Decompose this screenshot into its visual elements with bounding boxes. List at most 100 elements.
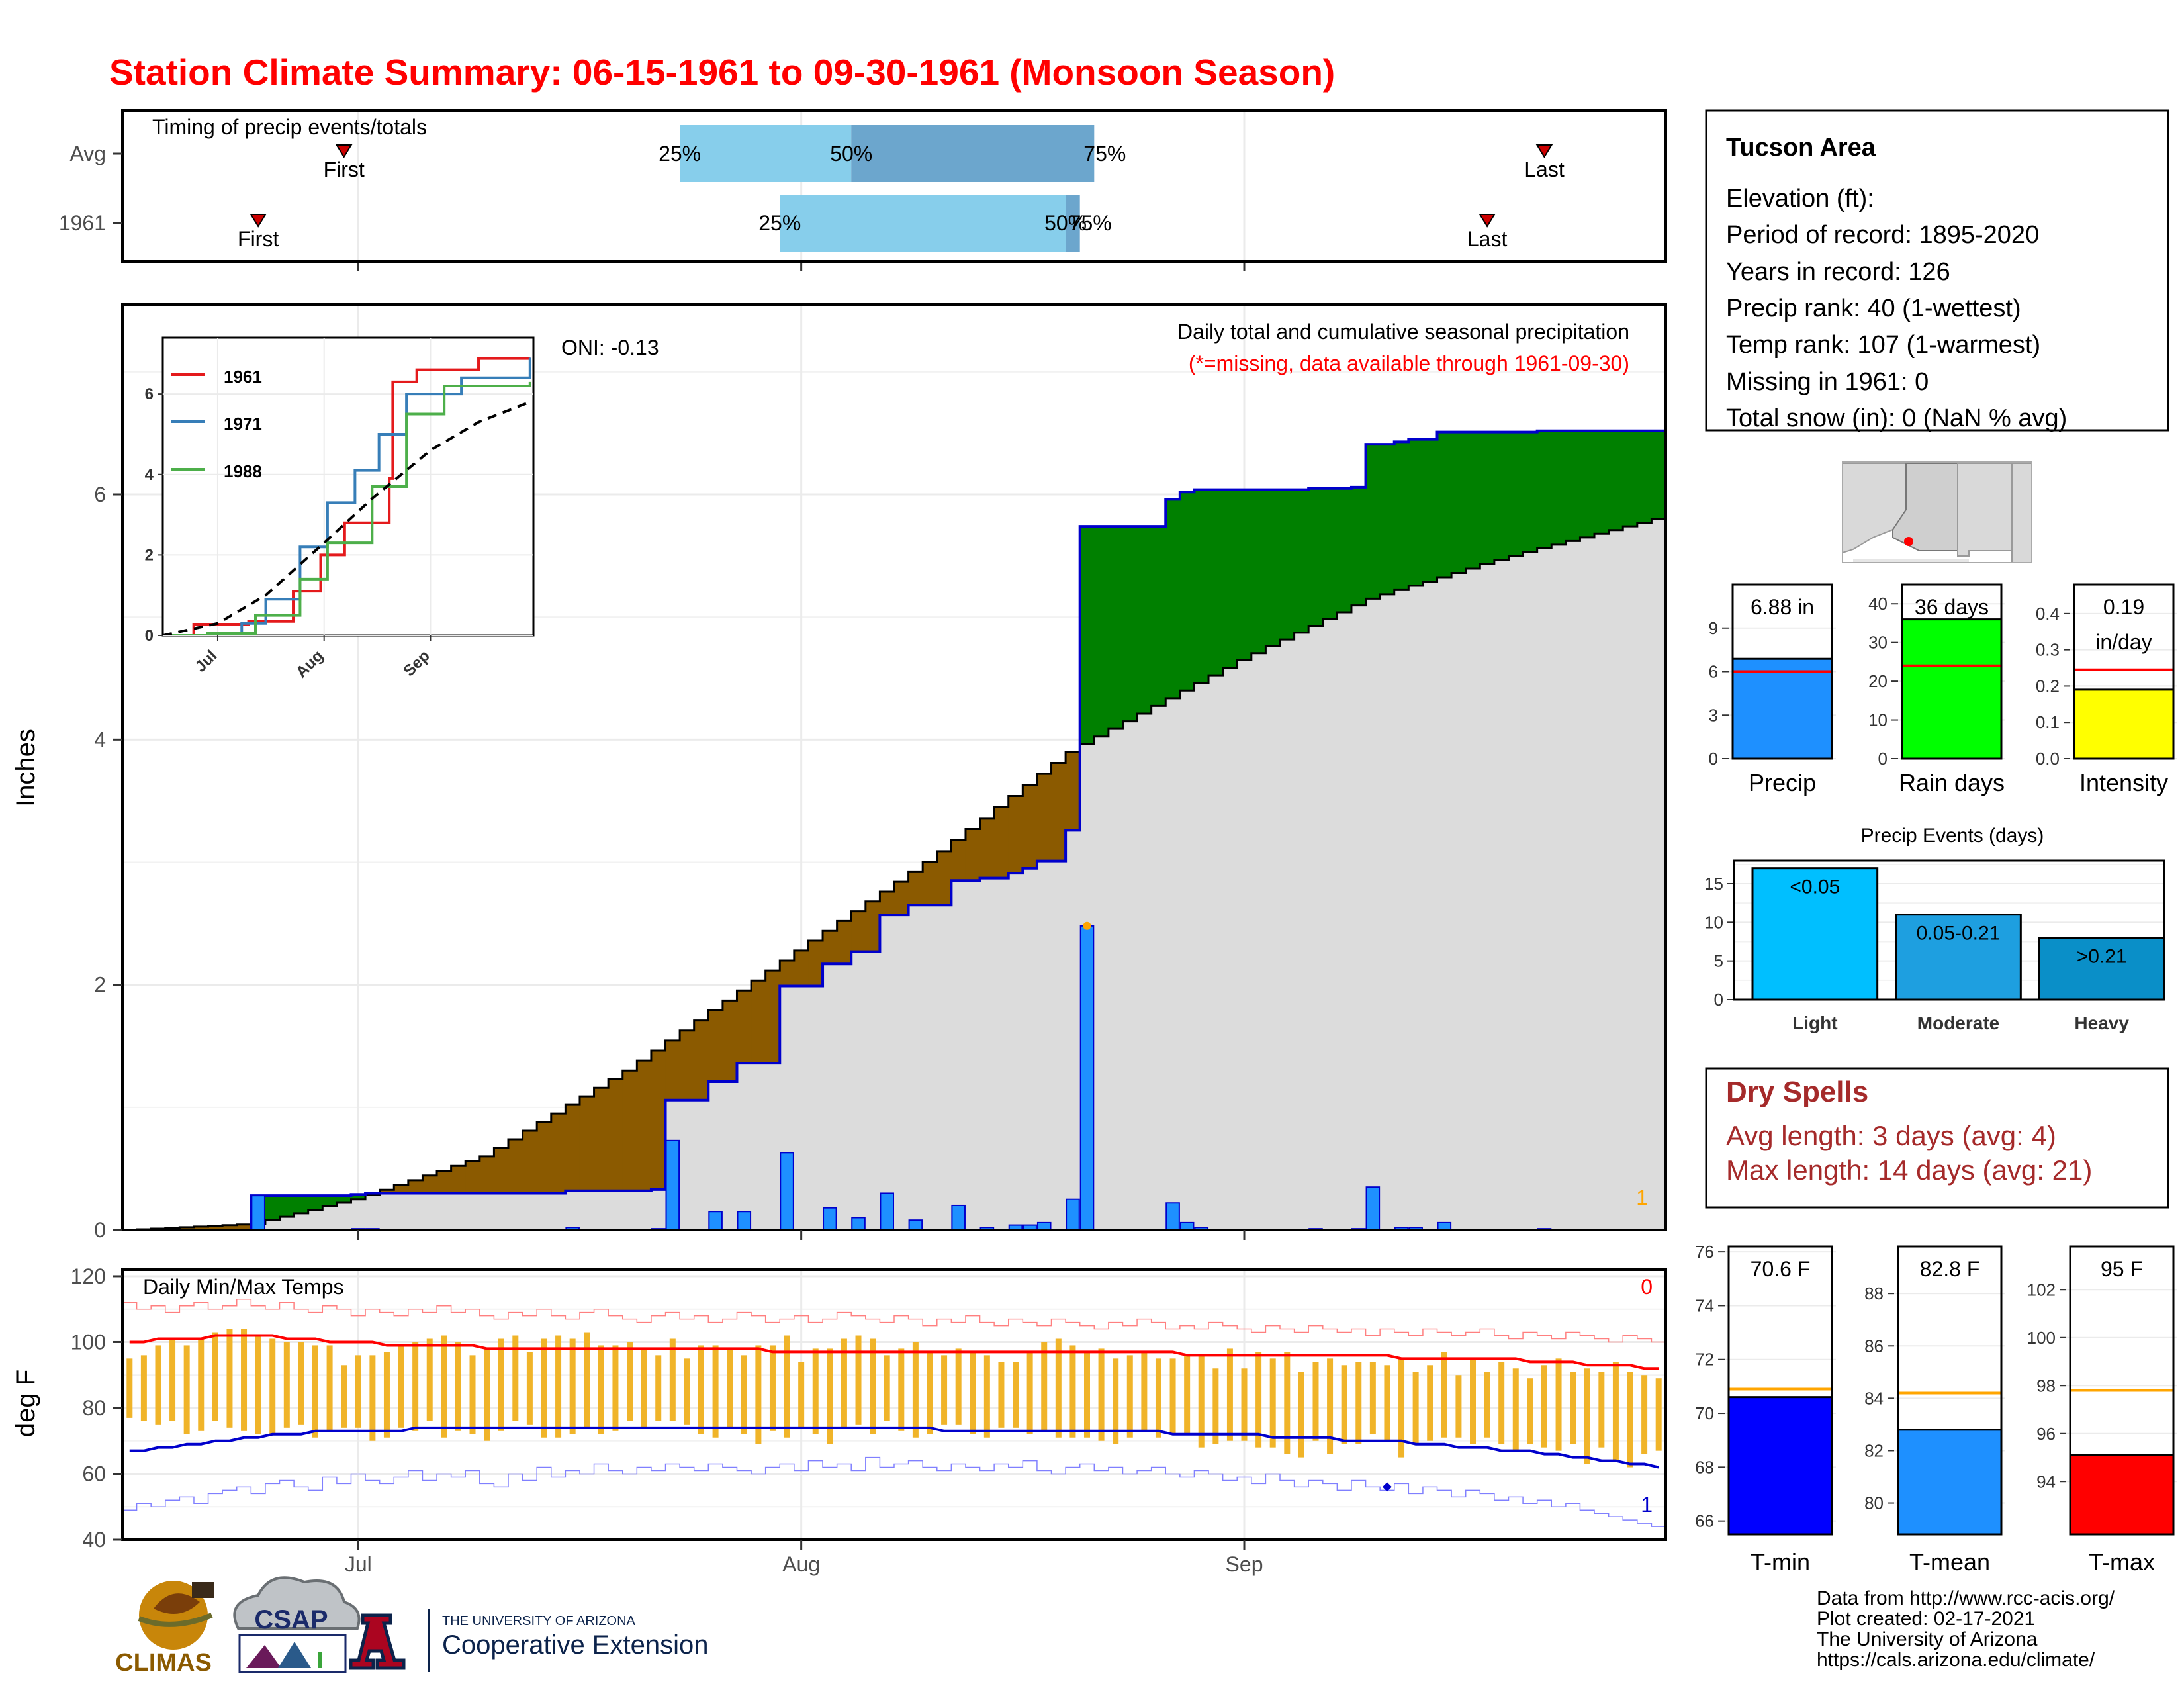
climatology-area [1308,626,1324,1230]
oni-value: ONI: -0.13 [561,336,659,359]
climatology-area [522,1193,537,1230]
climatology-area [1137,713,1152,1230]
climatology-area [737,1063,752,1230]
daily-precip-bar [1008,1224,1023,1230]
tbar-value-label: 95 F [2101,1257,2143,1281]
climatology-area [622,1190,637,1230]
daily-temp-range-bar [970,1352,976,1434]
deficit-area [1008,796,1023,874]
cloud-icon [233,1576,361,1630]
daily-temp-range-bar [169,1338,176,1421]
daily-temp-range-bar [898,1348,905,1431]
tbar-T-mean [1897,1429,2003,1536]
surplus-area [1194,489,1209,683]
daily-precip-bar [737,1211,752,1230]
dry-spells-avg: Avg length: 3 days (avg: 4) [1726,1120,2056,1151]
daily-temp-range-bar [1327,1358,1334,1454]
tbar-y-label: 80 [1864,1493,1884,1513]
surplus-area [1294,489,1309,633]
surplus-area [336,1196,352,1203]
climatology-area [894,915,909,1230]
daily-temp-range-bar [355,1355,361,1428]
timing-p50-label: 50% [1044,211,1087,235]
climatology-area [336,1202,352,1230]
tbar-y-label: 100 [2027,1328,2056,1348]
inset-plot [163,357,531,635]
tbar-name: T-mean [1909,1548,1990,1575]
daily-temp-range-bar [241,1329,248,1431]
csap-logo[interactable]: CSAP [233,1576,361,1673]
climatology-area [594,1190,609,1230]
daily-temp-range-bar [1484,1372,1490,1438]
climatology-area [1365,598,1381,1230]
climatology-area [1580,537,1595,1230]
climatology-area [1523,552,1538,1230]
tbar-y-label: 84 [1864,1388,1884,1408]
mini-bar-Precip [1731,657,1833,760]
map-mexico [1853,559,1969,563]
mini-y-label: 40 [1868,594,1888,614]
climatology-area [351,1199,366,1230]
daily-temp-range-bar [1184,1355,1191,1434]
daily-temp-range-bar [1026,1352,1033,1434]
surplus-area [1365,444,1381,599]
surplus-area [1108,526,1124,729]
mini-value-label: 6.88 in [1751,595,1814,619]
surplus-area [1651,430,1666,520]
climatology-area [579,1190,595,1230]
surplus-area [1337,488,1352,612]
daily-temp-range-bar [1512,1368,1519,1451]
climatology-area [965,880,981,1230]
deficit-area [394,1185,409,1194]
surplus-area [1151,526,1166,706]
tbar-y-label: 76 [1695,1242,1714,1262]
daily-temp-range-bar [1055,1338,1062,1438]
record-low-marker [1382,1482,1392,1492]
daily-temp-range-bar [126,1358,133,1418]
daily-temp-range-bar [812,1348,819,1434]
deficit-area [479,1156,495,1194]
csap-text: CSAP [254,1605,328,1634]
deficit-area [193,1226,209,1230]
daily-temp-range-bar [1541,1365,1547,1448]
surplus-area [1222,489,1238,668]
mini-bar-name: Precip [1749,769,1816,796]
tbar-T-min [1727,1396,1833,1536]
station-period: Period of record: 1895-2020 [1726,221,2039,249]
events-frame [1733,859,2165,1001]
climatology-area [1494,560,1510,1230]
timing-first-label: First [238,227,279,251]
y-tick-label: 4 [94,727,106,751]
daily-temp-range-bar [1255,1352,1262,1448]
deficit-area [894,882,909,915]
climatology-area [1594,534,1610,1230]
daily-temp-range-bar [1384,1365,1390,1441]
daily-temp-range-bar [755,1345,762,1444]
temp-x-label: Sep [1226,1552,1263,1576]
deficit-area [979,818,995,878]
surplus-area [1623,430,1638,527]
legend-label-1971: 1971 [224,414,262,434]
climatology-area [1179,690,1195,1230]
daily-temp-range-bar [140,1355,147,1421]
climatology-area [1265,646,1281,1230]
climatology-area [1108,729,1124,1230]
climas-logo[interactable]: CLIMAS [115,1581,214,1677]
chart-title: Station Climate Summary: 06-15-1961 to 0… [109,52,1335,93]
timing-row-year: 1961 [59,211,106,235]
station-info-box: Tucson Area Elevation (ft): Period of re… [1705,109,2169,432]
surplus-area [322,1196,338,1207]
climatology-area [637,1190,652,1230]
climatology-area [265,1220,281,1230]
daily-temp-range-bar [283,1342,290,1428]
timing-first-marker [335,144,353,158]
climatology-area [1422,581,1438,1230]
deficit-area [608,1079,623,1191]
daily-precip-bar [908,1219,923,1230]
precip-plot [122,429,1666,1230]
ua-logo[interactable]: THE UNIVERSITY OF ARIZONA Cooperative Ex… [349,1609,708,1672]
tbar-y-label: 94 [2036,1472,2056,1491]
precip-missing-note: (*=missing, data available through 1961-… [1189,352,1629,375]
climatology-area [551,1193,566,1230]
